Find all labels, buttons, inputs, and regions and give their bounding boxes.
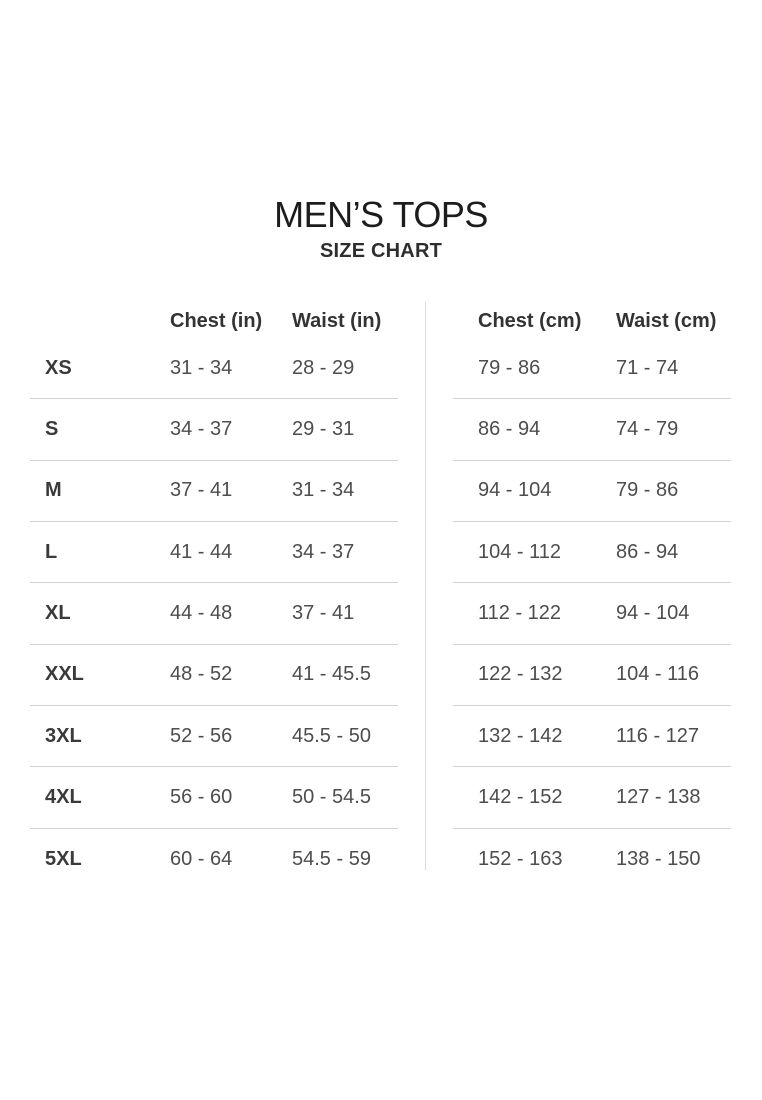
waist-value: 86 - 94: [616, 540, 679, 563]
table-row: 79 - 86 71 - 74: [453, 338, 731, 400]
chest-value: 60 - 64: [170, 847, 233, 870]
size-label: 5XL: [45, 847, 82, 870]
waist-value: 29 - 31: [292, 417, 355, 440]
chest-value: 152 - 163: [478, 847, 563, 870]
waist-value: 28 - 29: [292, 356, 355, 379]
chest-value: 94 - 104: [478, 479, 552, 502]
table-row: 152 - 163 138 - 150: [453, 829, 731, 890]
waist-value: 34 - 37: [292, 540, 355, 563]
waist-value: 104 - 116: [616, 663, 700, 686]
chest-value: 44 - 48: [170, 601, 233, 624]
chest-value: 122 - 132: [478, 663, 563, 686]
chest-value: 56 - 60: [170, 785, 233, 808]
table-header-row: Chest (in) Waist (in): [30, 305, 398, 338]
chest-value: 52 - 56: [170, 724, 233, 747]
size-table-inches: Chest (in) Waist (in) XS 31 - 34 28 - 29 S 3…: [30, 305, 398, 890]
chest-value: 48 - 52: [170, 663, 233, 686]
table-row: 122 - 132 104 - 116: [453, 645, 731, 706]
table-row: XXL 48 - 52 41 - 45.5: [30, 645, 398, 706]
table-row: 94 - 104 79 - 86: [453, 461, 731, 522]
size-label: S: [45, 417, 59, 440]
table-row: 142 - 152 127 - 138: [453, 767, 731, 829]
chest-value: 142 - 152: [478, 785, 563, 808]
waist-value: 37 - 41: [292, 601, 355, 624]
waist-value: 127 - 138: [616, 785, 701, 808]
waist-value: 74 - 79: [616, 417, 679, 440]
table-row: 112 - 122 94 - 104: [453, 583, 731, 645]
chest-value: 31 - 34: [170, 356, 233, 379]
table-body-inches: XS 31 - 34 28 - 29 S 34 - 37 29 - 31 M 37 - 41 3…: [30, 338, 398, 890]
size-label: 3XL: [45, 724, 82, 747]
chest-value: 34 - 37: [170, 417, 233, 440]
size-label: 4XL: [45, 785, 82, 808]
table-divider: [425, 302, 426, 870]
page-title: MEN’S TOPS: [274, 194, 488, 235]
waist-value: 54.5 - 59: [292, 847, 371, 870]
size-label: XS: [45, 356, 72, 379]
size-label: L: [45, 540, 58, 563]
table-row: 3XL 52 - 56 45.5 - 50: [30, 706, 398, 768]
waist-value: 79 - 86: [616, 479, 679, 502]
waist-value: 31 - 34: [292, 479, 355, 502]
table-row: M 37 - 41 31 - 34: [30, 461, 398, 522]
size-table-cm: Chest (cm) Waist (cm) 79 - 86 71 - 74 86 -…: [453, 305, 731, 890]
chest-value: 41 - 44: [170, 540, 233, 563]
table-row: S 34 - 37 29 - 31: [30, 399, 398, 461]
chest-value: 132 - 142: [478, 724, 563, 747]
column-header-waist-in: Waist (in): [292, 310, 382, 332]
table-row: 132 - 142 116 - 127: [453, 706, 731, 768]
table-row: 104 - 112 86 - 94: [453, 522, 731, 584]
waist-value: 138 - 150: [616, 847, 701, 870]
size-label: XL: [45, 601, 71, 624]
chest-value: 104 - 112: [478, 540, 562, 563]
waist-value: 41 - 45.5: [292, 663, 371, 686]
table-row: 5XL 60 - 64 54.5 - 59: [30, 829, 398, 890]
waist-value: 50 - 54.5: [292, 785, 371, 808]
waist-value: 116 - 127: [616, 724, 700, 747]
table-row: L 41 - 44 34 - 37: [30, 522, 398, 584]
table-row: XL 44 - 48 37 - 41: [30, 583, 398, 645]
table-row: 4XL 56 - 60 50 - 54.5: [30, 767, 398, 829]
waist-value: 94 - 104: [616, 601, 690, 624]
table-body-cm: 79 - 86 71 - 74 86 - 94 74 - 79 94 - 104 79 -…: [453, 338, 731, 890]
waist-value: 45.5 - 50: [292, 724, 371, 747]
page-subtitle: SIZE CHART: [320, 240, 442, 262]
chest-value: 79 - 86: [478, 356, 541, 379]
chest-value: 86 - 94: [478, 417, 541, 440]
column-header-waist-cm: Waist (cm): [616, 310, 717, 332]
table-row: 86 - 94 74 - 79: [453, 399, 731, 461]
chest-value: 37 - 41: [170, 479, 233, 502]
size-label: M: [45, 479, 62, 502]
column-header-chest-in: Chest (in): [170, 310, 263, 332]
size-label: XXL: [45, 663, 84, 686]
chest-value: 112 - 122: [478, 601, 562, 624]
table-row: XS 31 - 34 28 - 29: [30, 338, 398, 400]
table-header-row: Chest (cm) Waist (cm): [453, 305, 731, 338]
column-header-chest-cm: Chest (cm): [478, 310, 582, 332]
waist-value: 71 - 74: [616, 356, 679, 379]
